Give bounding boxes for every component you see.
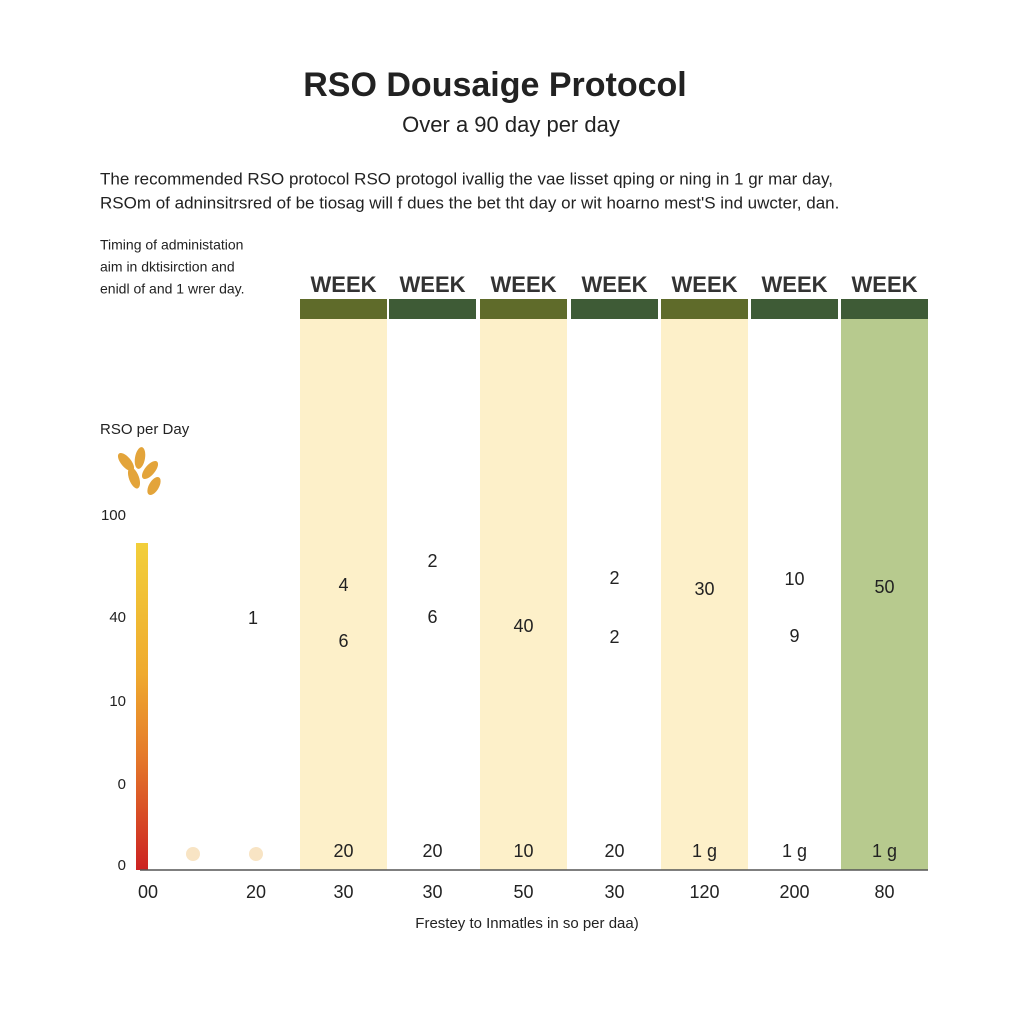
column-value: 2 xyxy=(609,568,619,588)
wheat-icon xyxy=(117,447,161,496)
column-header-bar xyxy=(751,299,838,319)
column-body xyxy=(480,319,567,870)
dot xyxy=(249,847,263,861)
column-header-bar xyxy=(300,299,387,319)
x-label: 200 xyxy=(779,882,809,902)
column-value: 6 xyxy=(338,631,348,651)
x-label: 00 xyxy=(138,882,158,902)
column-header-bar xyxy=(841,299,928,319)
column-body xyxy=(661,319,748,870)
column-value: 50 xyxy=(874,577,894,597)
lead-value: 1 xyxy=(248,608,258,628)
scale-bar xyxy=(136,543,148,870)
column-body xyxy=(571,319,658,870)
x-label: 80 xyxy=(874,882,894,902)
column-header-bar xyxy=(389,299,476,319)
intro-line: RSOm of adninsitrsred of be tiosag will … xyxy=(100,193,839,212)
column-body xyxy=(751,319,838,870)
column-value: 2 xyxy=(609,627,619,647)
column-value: 30 xyxy=(694,579,714,599)
side-note: Timing of administation xyxy=(100,237,243,253)
column-body xyxy=(300,319,387,870)
intro-line: The recommended RSO protocol RSO protogo… xyxy=(100,169,833,188)
column-bottom: 1 g xyxy=(692,841,717,861)
side-note: enidl of and 1 wrer day. xyxy=(100,281,245,297)
column-body xyxy=(389,319,476,870)
scale-label: 40 xyxy=(109,609,126,626)
scale-label: 10 xyxy=(109,693,126,710)
column-value: 6 xyxy=(427,607,437,627)
x-label: 30 xyxy=(422,882,442,902)
column-bottom: 10 xyxy=(513,841,533,861)
column-value: 2 xyxy=(427,551,437,571)
scale-label: 100 xyxy=(101,507,126,524)
column-bottom: 20 xyxy=(604,841,624,861)
column-value: 10 xyxy=(784,569,804,589)
x-label: 20 xyxy=(246,882,266,902)
column-header: WEEK xyxy=(400,272,466,297)
x-label: 30 xyxy=(333,882,353,902)
column-header-bar xyxy=(571,299,658,319)
column-header: WEEK xyxy=(852,272,918,297)
column-header-bar xyxy=(661,299,748,319)
column-value: 40 xyxy=(513,616,533,636)
columns: WEEK 4 6 20 WEEK 2 6 20 WEEK 40 10 WEEK 2 2 20 WEEK 30 1 … xyxy=(300,272,928,870)
column-header: WEEK xyxy=(672,272,738,297)
column-header: WEEK xyxy=(491,272,557,297)
footer: Frestey to Inmatles in so per daa) xyxy=(415,915,638,932)
column-bottom: 20 xyxy=(333,841,353,861)
column-value: 9 xyxy=(789,626,799,646)
column-bottom: 1 g xyxy=(872,841,897,861)
x-label: 120 xyxy=(689,882,719,902)
title: RSO Dousaige Protocol xyxy=(303,66,687,104)
column-header-bar xyxy=(480,299,567,319)
subtitle: Over a 90 day per day xyxy=(402,112,620,137)
column-bottom: 1 g xyxy=(782,841,807,861)
column-body xyxy=(841,319,928,870)
column-bottom: 20 xyxy=(422,841,442,861)
side-note: aim in dktisirction and xyxy=(100,259,235,275)
axis-label: RSO per Day xyxy=(100,421,190,438)
column-header: WEEK xyxy=(311,272,377,297)
dot xyxy=(186,847,200,861)
x-label: 30 xyxy=(604,882,624,902)
column-header: WEEK xyxy=(762,272,828,297)
x-label: 50 xyxy=(513,882,533,902)
scale-label: 0 xyxy=(118,857,126,874)
column-header: WEEK xyxy=(582,272,648,297)
column-value: 4 xyxy=(338,575,348,595)
scale-label: 0 xyxy=(118,776,126,793)
